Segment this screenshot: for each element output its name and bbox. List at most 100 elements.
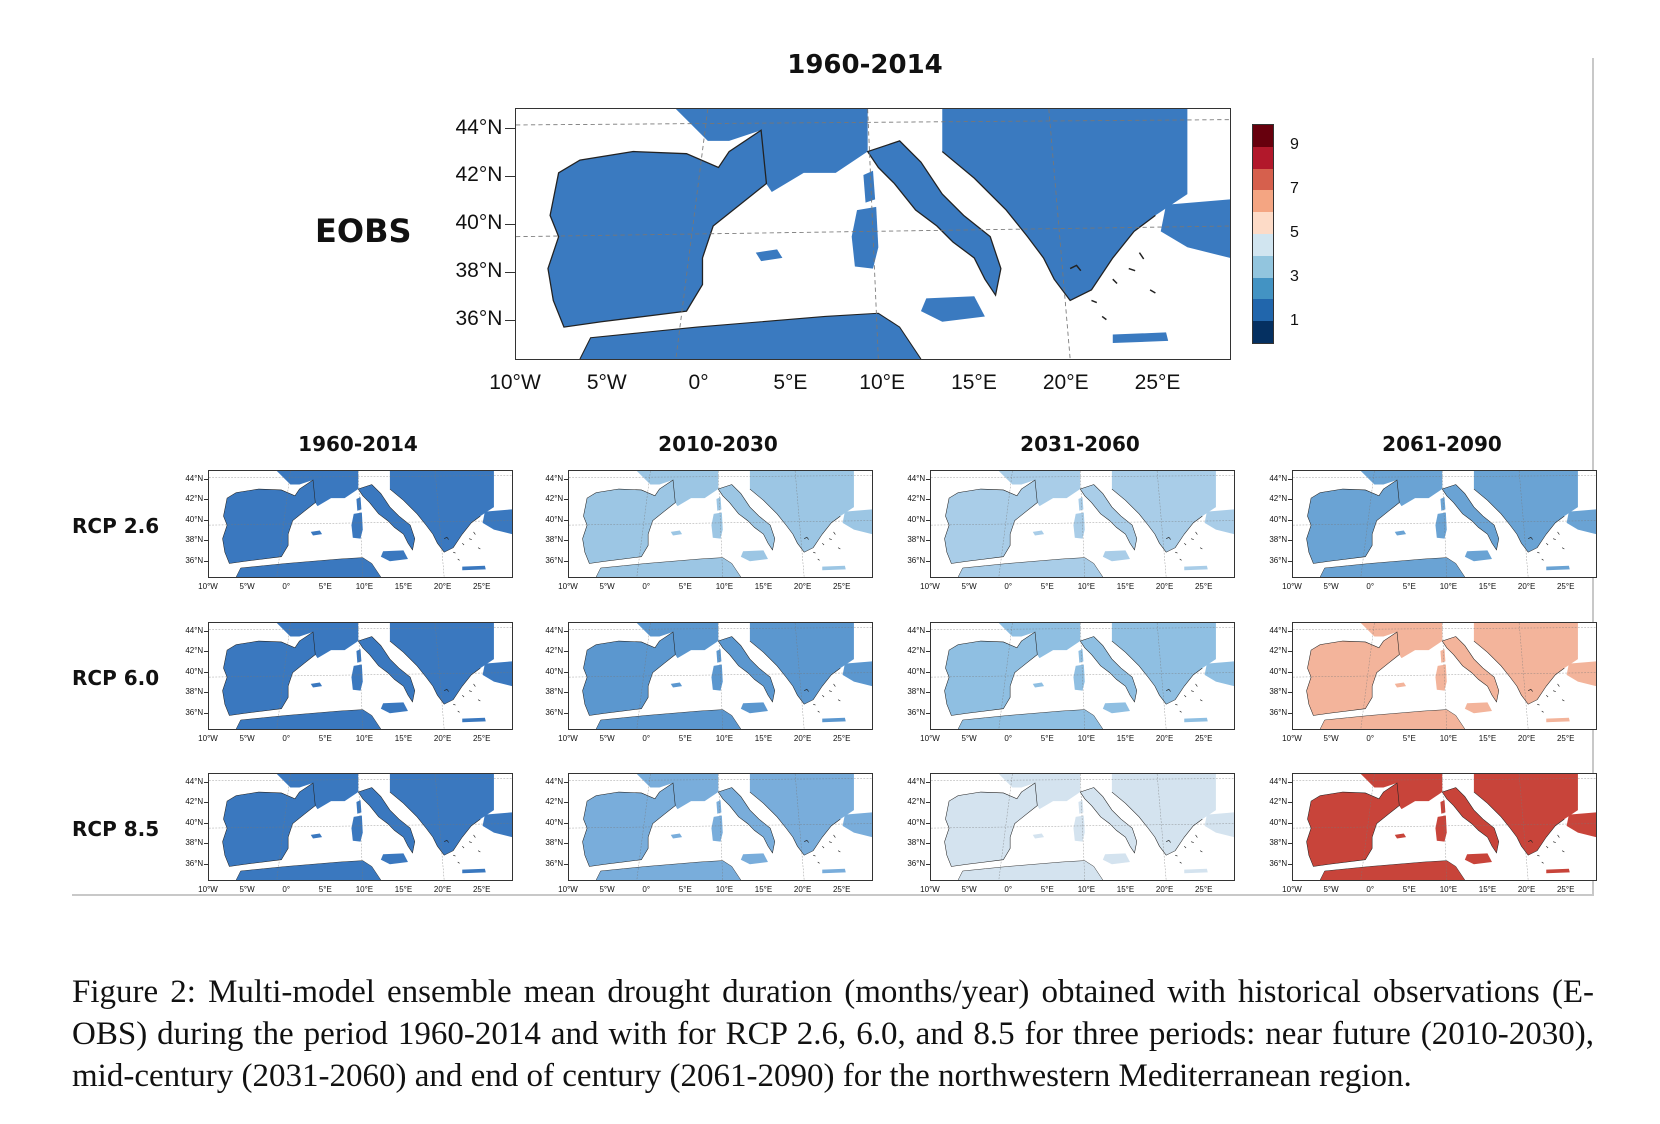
panel-lat-tickmark bbox=[926, 712, 930, 714]
panel-lat-tick: 36°N bbox=[185, 707, 204, 717]
row-label: RCP 8.5 bbox=[72, 817, 160, 841]
panel-lon-tick: 25°E bbox=[1194, 885, 1213, 894]
panel-lon-tick: 20°E bbox=[433, 734, 452, 743]
panel-lat-tickmark bbox=[564, 822, 568, 824]
panel-lat-tick: 40°N bbox=[1269, 817, 1288, 827]
panel-lat-tick: 38°N bbox=[1269, 535, 1288, 545]
panel-lon-tick: 25°E bbox=[1194, 582, 1213, 591]
colorbar-swatch bbox=[1253, 190, 1273, 213]
panel-lon-tick: 5°W bbox=[239, 734, 255, 743]
eobs-lon-tick: 10°W bbox=[489, 370, 541, 394]
panel-lat-tickmark bbox=[1288, 671, 1292, 673]
panel-lat-tickmark bbox=[564, 671, 568, 673]
panel-lat-tick: 38°N bbox=[907, 838, 926, 848]
panel-lon-tick: 0° bbox=[282, 734, 291, 743]
eobs-lat-tickmark bbox=[504, 176, 515, 178]
panel-lat-tick: 36°N bbox=[545, 858, 564, 868]
panel-lat-tickmark bbox=[926, 781, 930, 783]
panel-lon-tick: 10°E bbox=[715, 582, 734, 591]
colorbar-label: 7 bbox=[1290, 180, 1299, 197]
panel-lon-tick: 0° bbox=[1004, 582, 1013, 591]
panel-lat-tick: 40°N bbox=[185, 514, 204, 524]
panel-lat-tickmark bbox=[564, 692, 568, 694]
panel-lat-tick: 40°N bbox=[907, 817, 926, 827]
colorbar-swatch bbox=[1253, 212, 1273, 234]
panel-lon-tick: 10°W bbox=[198, 885, 218, 894]
panel-lat-tick: 44°N bbox=[185, 625, 204, 635]
eobs-lat-tick: 40°N bbox=[455, 211, 503, 235]
panel-lat-tickmark bbox=[926, 802, 930, 804]
panel-lat-tickmark bbox=[1288, 712, 1292, 714]
panel-lat-tickmark bbox=[204, 519, 208, 521]
panel-lon-tick: 25°E bbox=[1556, 885, 1575, 894]
colorbar-swatch bbox=[1253, 299, 1273, 322]
panel-lon-tick: 5°W bbox=[599, 582, 615, 591]
panel-lat-tickmark bbox=[926, 843, 930, 845]
panel-lat-tickmark bbox=[564, 560, 568, 562]
panel-lat-tick: 36°N bbox=[185, 858, 204, 868]
panel-lon-tick: 10°E bbox=[1077, 734, 1096, 743]
panel-lat-tick: 42°N bbox=[907, 797, 926, 807]
panel-lat-tick: 40°N bbox=[1269, 666, 1288, 676]
panel-lon-tick: 15°E bbox=[1116, 582, 1135, 591]
panel-lat-tickmark bbox=[926, 560, 930, 562]
panel-lat-tickmark bbox=[564, 519, 568, 521]
panel-lat-tick: 44°N bbox=[545, 625, 564, 635]
panel-lat-tickmark bbox=[1288, 478, 1292, 480]
eobs-row-label: EOBS bbox=[315, 212, 412, 250]
scenario-map-panel bbox=[568, 773, 873, 881]
eobs-lon-tick: 15°E bbox=[951, 370, 997, 394]
panel-lon-tick: 15°E bbox=[394, 582, 413, 591]
panel-lat-tickmark bbox=[564, 802, 568, 804]
panel-lat-tickmark bbox=[926, 478, 930, 480]
panel-lon-tick: 5°W bbox=[961, 582, 977, 591]
panel-lat-tickmark bbox=[1288, 540, 1292, 542]
colorbar-swatch bbox=[1253, 233, 1273, 256]
panel-lat-tick: 42°N bbox=[185, 797, 204, 807]
panel-lat-tick: 38°N bbox=[185, 687, 204, 697]
eobs-lon-tick: 25°E bbox=[1134, 370, 1181, 394]
panel-lat-tickmark bbox=[1288, 781, 1292, 783]
colorbar-swatch bbox=[1253, 168, 1273, 191]
panel-lat-tickmark bbox=[204, 630, 208, 632]
panel-lat-tickmark bbox=[204, 781, 208, 783]
panel-lon-tick: 15°E bbox=[394, 734, 413, 743]
panel-lat-tick: 40°N bbox=[545, 817, 564, 827]
panel-lon-tick: 25°E bbox=[1556, 734, 1575, 743]
panel-lon-tick: 15°E bbox=[394, 885, 413, 894]
panel-lon-tick: 10°E bbox=[1077, 885, 1096, 894]
panel-lon-tick: 5°E bbox=[1402, 885, 1416, 894]
panel-lon-tick: 5°W bbox=[599, 885, 615, 894]
panel-lat-tickmark bbox=[1288, 843, 1292, 845]
scenario-map-panel bbox=[1292, 470, 1597, 578]
panel-lon-tick: 10°W bbox=[1282, 734, 1302, 743]
panel-lat-tickmark bbox=[204, 822, 208, 824]
panel-lon-tick: 10°E bbox=[1077, 582, 1096, 591]
panel-lon-tick: 15°E bbox=[1116, 734, 1135, 743]
colorbar-swatch bbox=[1253, 321, 1273, 343]
panel-lon-tick: 20°E bbox=[1155, 885, 1174, 894]
panel-lat-tick: 40°N bbox=[1269, 514, 1288, 524]
panel-lat-tick: 44°N bbox=[185, 776, 204, 786]
panel-lat-tickmark bbox=[1288, 560, 1292, 562]
panel-lon-tick: 5°E bbox=[678, 734, 692, 743]
panel-lat-tick: 38°N bbox=[545, 535, 564, 545]
panel-lon-tick: 20°E bbox=[433, 885, 452, 894]
panel-lon-tick: 5°W bbox=[239, 582, 255, 591]
panel-lon-tick: 10°W bbox=[1282, 582, 1302, 591]
panel-lat-tick: 44°N bbox=[185, 473, 204, 483]
panel-lat-tickmark bbox=[204, 540, 208, 542]
panel-lat-tickmark bbox=[564, 863, 568, 865]
panel-lat-tick: 36°N bbox=[1269, 555, 1288, 565]
panel-lon-tick: 20°E bbox=[1517, 582, 1536, 591]
panel-lat-tickmark bbox=[564, 843, 568, 845]
eobs-lon-tick: 0° bbox=[688, 370, 709, 394]
panel-lat-tickmark bbox=[926, 499, 930, 501]
panel-lat-tickmark bbox=[1288, 822, 1292, 824]
panel-lat-tick: 42°N bbox=[907, 494, 926, 504]
panel-lat-tickmark bbox=[926, 692, 930, 694]
panel-lat-tickmark bbox=[926, 822, 930, 824]
panel-lon-tick: 25°E bbox=[472, 885, 491, 894]
eobs-lon-tick: 5°W bbox=[586, 370, 627, 394]
panel-lat-tickmark bbox=[926, 863, 930, 865]
